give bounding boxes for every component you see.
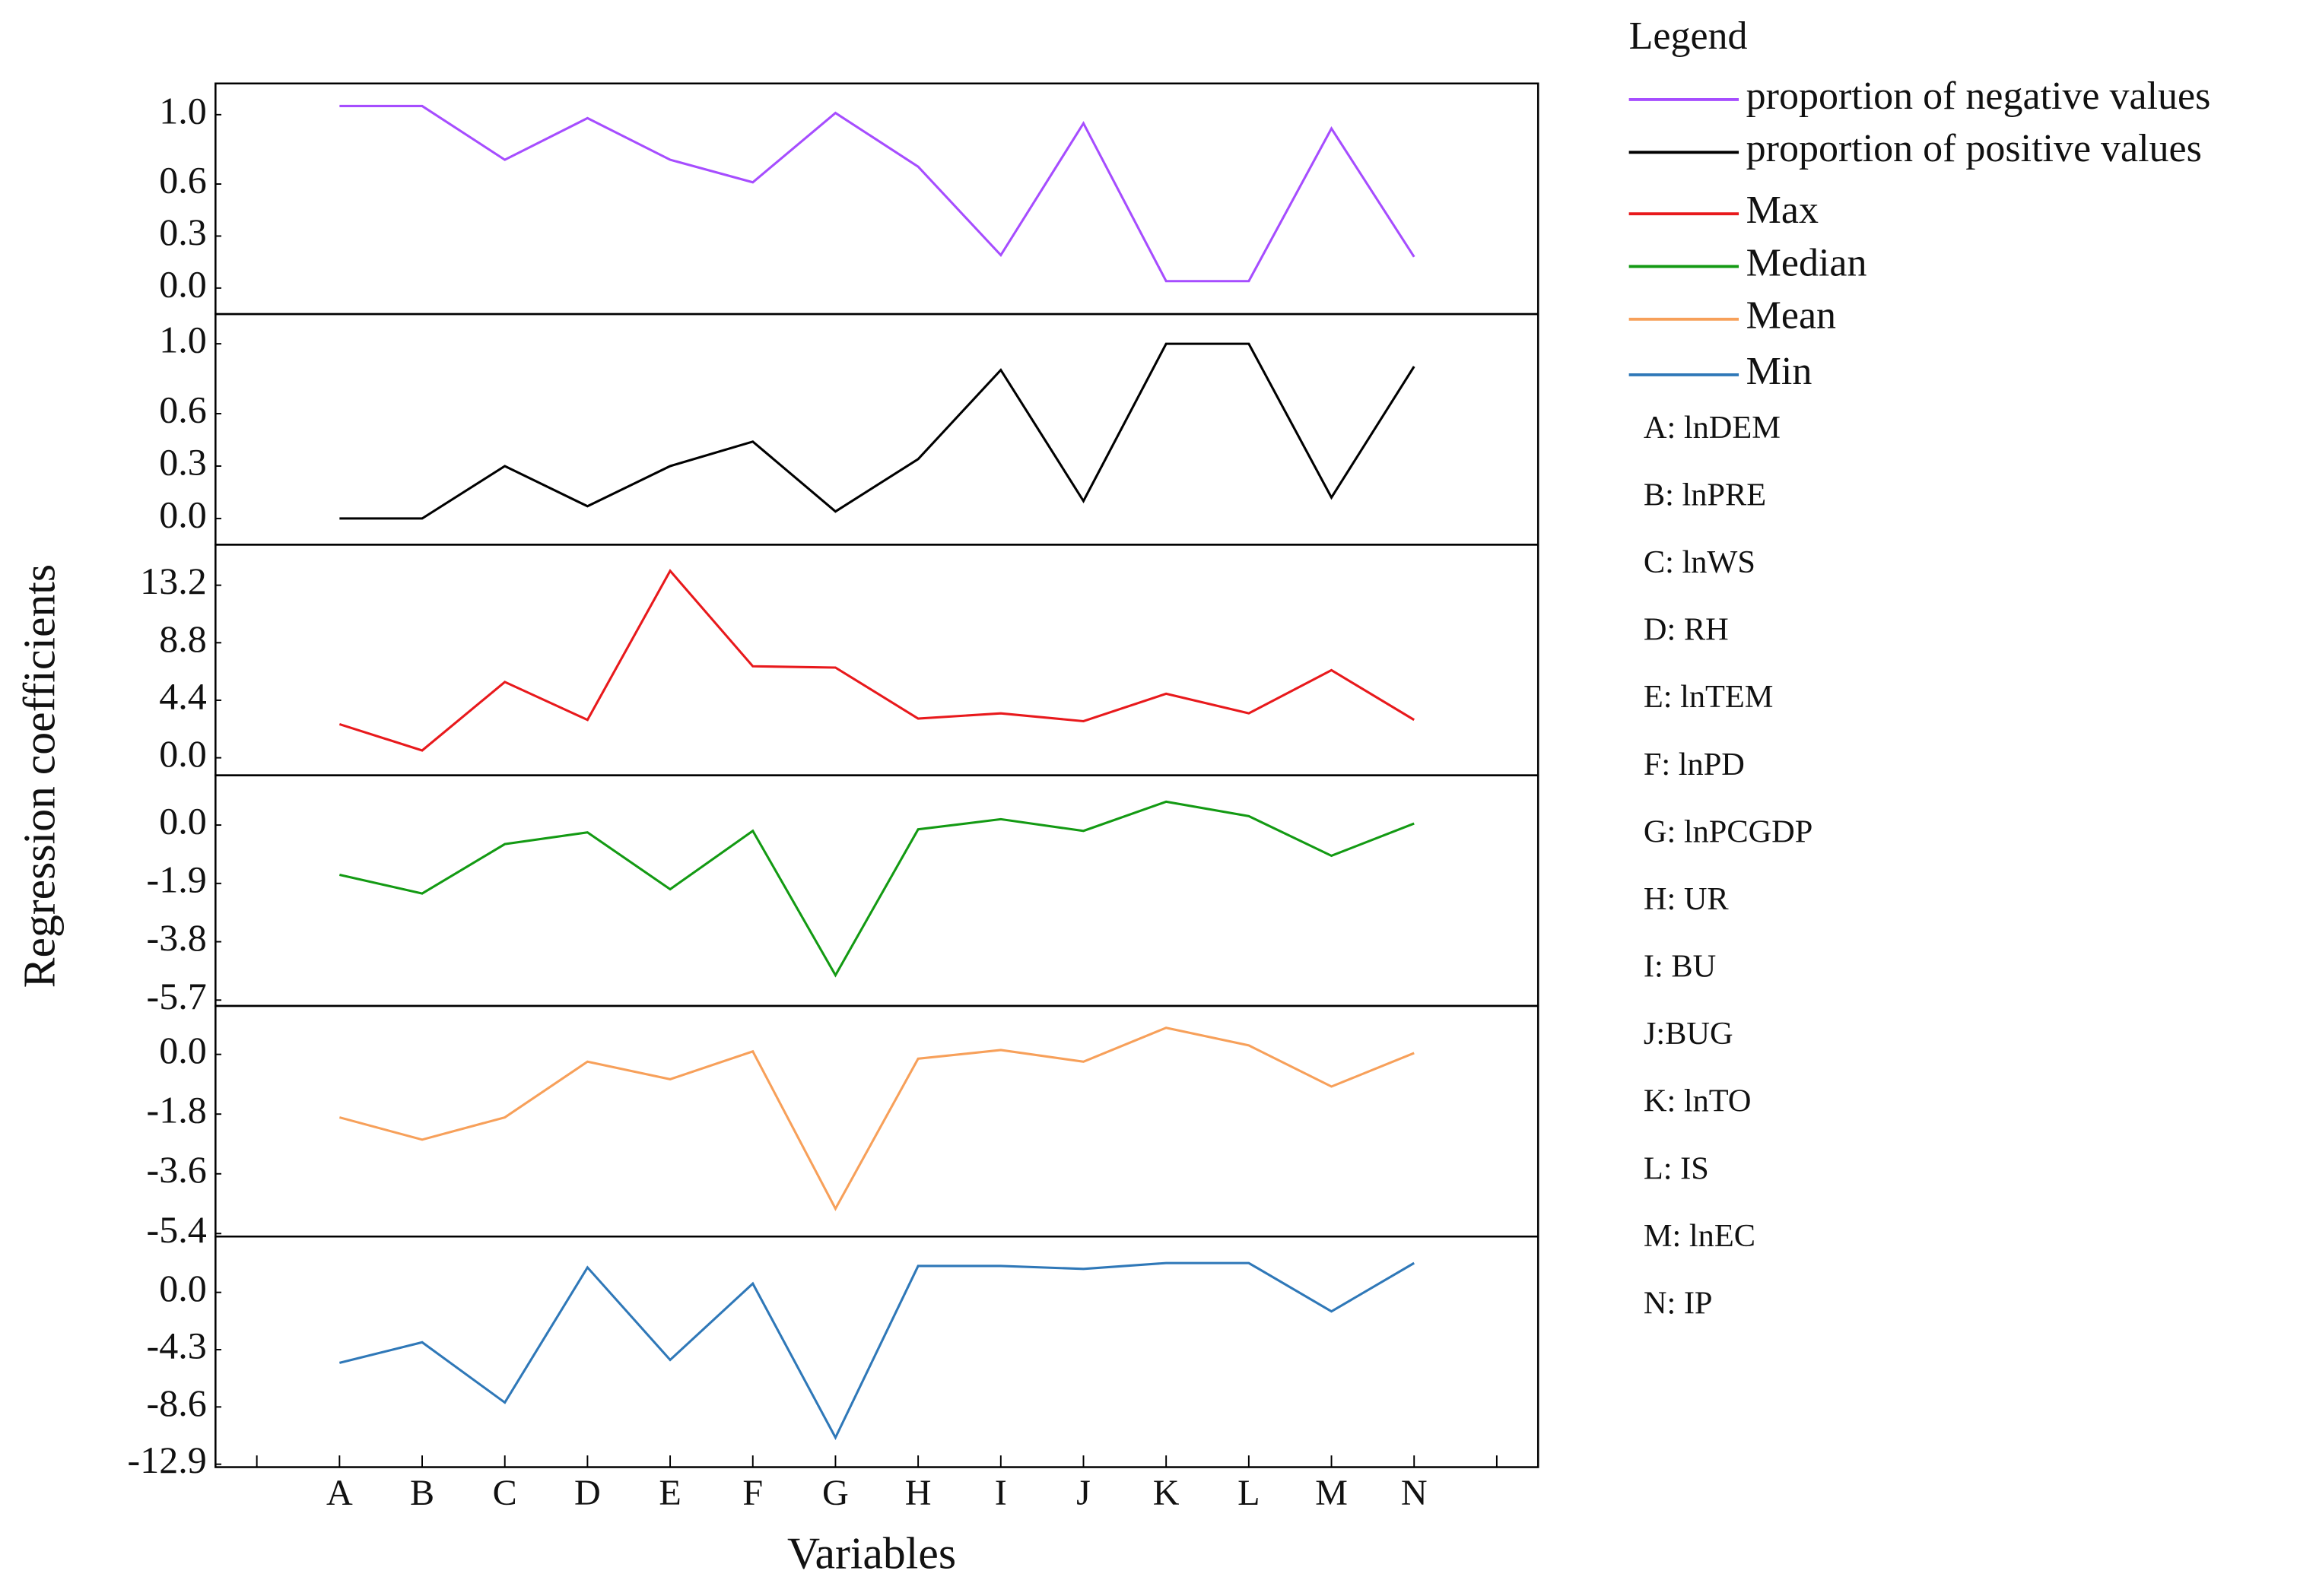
- y-tick-label: -5.7: [147, 975, 207, 1017]
- y-tick-label: 0.0: [159, 1267, 207, 1309]
- panel-frame: [214, 544, 1539, 776]
- y-tick-label: 4.4: [159, 674, 207, 717]
- x-tick-label: F: [742, 1473, 763, 1513]
- y-tick-label: -3.8: [147, 916, 207, 959]
- series-line: [338, 569, 1415, 752]
- variable-note: B: lnPRE: [1644, 477, 1766, 512]
- variable-note: I: BU: [1644, 949, 1716, 985]
- x-tick-label: L: [1237, 1473, 1260, 1513]
- x-tick-label: B: [410, 1473, 434, 1513]
- y-tick-label: -8.6: [147, 1382, 207, 1424]
- x-tick-label: D: [574, 1473, 601, 1513]
- variable-note: L: IS: [1644, 1150, 1709, 1186]
- y-tick-label: 13.2: [140, 560, 207, 602]
- x-axis-title: Variables: [787, 1528, 956, 1579]
- variable-note: K: lnTO: [1644, 1084, 1752, 1119]
- y-tick-label: 0.0: [159, 262, 207, 305]
- variable-note: F: lnPD: [1644, 747, 1745, 782]
- y-tick-label: -4.3: [147, 1324, 207, 1366]
- y-tick-label: -3.6: [147, 1148, 207, 1191]
- legend-label: Max: [1746, 189, 1819, 232]
- variable-note: N: IP: [1644, 1285, 1713, 1321]
- x-tick-label: M: [1315, 1473, 1348, 1513]
- y-tick-label: -1.9: [147, 858, 207, 900]
- y-tick-label: 0.0: [159, 732, 207, 775]
- panel-frame: [214, 313, 1539, 546]
- x-tick-label: I: [995, 1473, 1007, 1513]
- y-tick-label: 1.0: [159, 319, 207, 361]
- variable-note: G: lnPCGDP: [1644, 814, 1813, 849]
- panel-frame: [214, 82, 1539, 316]
- y-tick-label: -5.4: [147, 1208, 207, 1251]
- series-line: [339, 800, 1415, 978]
- x-tick-label: J: [1076, 1473, 1091, 1513]
- x-tick-label: C: [493, 1473, 517, 1513]
- y-tick-label: 0.6: [159, 159, 207, 201]
- variable-note: H: UR: [1644, 881, 1730, 917]
- variable-note: M: lnEC: [1644, 1218, 1755, 1254]
- series-line: [339, 104, 1415, 283]
- legend-label: Mean: [1746, 294, 1836, 338]
- y-tick-label: -12.9: [128, 1439, 207, 1481]
- y-tick-label: 0.0: [159, 800, 207, 842]
- panel-frame: [214, 1235, 1539, 1468]
- variable-note: E: lnTEM: [1644, 679, 1774, 715]
- x-tick-label: K: [1153, 1473, 1180, 1513]
- y-tick-label: 0.6: [159, 389, 207, 431]
- variable-note: C: lnWS: [1644, 544, 1755, 580]
- variable-note: J:BUG: [1644, 1016, 1733, 1052]
- variable-note: D: RH: [1644, 612, 1729, 648]
- y-tick-label: 0.3: [159, 211, 207, 253]
- legend-label: proportion of positive values: [1746, 127, 2202, 170]
- x-tick-label: E: [659, 1473, 681, 1513]
- series-line: [338, 1261, 1415, 1441]
- y-tick-label: -1.8: [147, 1089, 207, 1131]
- legend-label: proportion of negative values: [1746, 75, 2211, 118]
- x-tick-label: G: [822, 1473, 849, 1513]
- y-tick-label: 0.3: [159, 440, 207, 483]
- legend-label: Min: [1746, 350, 1813, 393]
- legend-label: Median: [1746, 241, 1867, 284]
- y-tick-label: 0.0: [159, 1029, 207, 1071]
- legend-title: Legend: [1629, 14, 1748, 58]
- y-tick-label: 0.0: [159, 493, 207, 535]
- y-axis-title: Regression coefficients: [14, 564, 65, 988]
- x-tick-label: N: [1401, 1473, 1428, 1513]
- variable-note: A: lnDEM: [1644, 410, 1781, 446]
- series-line: [339, 342, 1415, 520]
- panel-frame: [214, 1004, 1539, 1238]
- x-tick-label: H: [905, 1473, 932, 1513]
- series-line: [338, 1026, 1415, 1211]
- x-tick-label: A: [326, 1473, 353, 1513]
- y-tick-label: 8.8: [159, 617, 207, 660]
- y-tick-label: 1.0: [159, 89, 207, 132]
